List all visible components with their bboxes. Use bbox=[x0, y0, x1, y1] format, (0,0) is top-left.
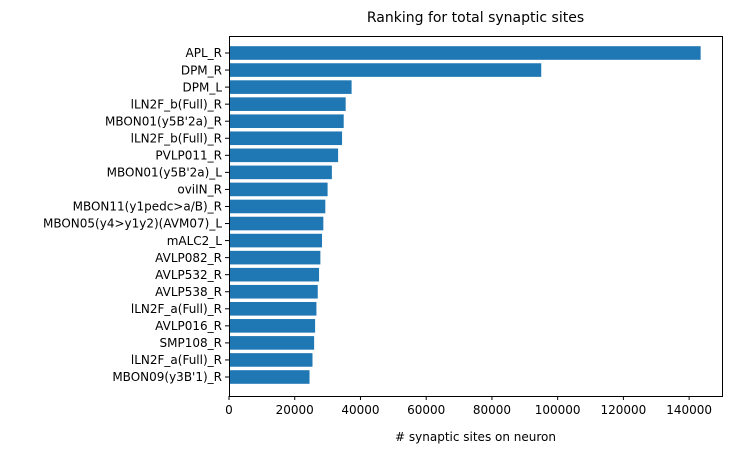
y-tick-label: DPM_L bbox=[182, 80, 222, 94]
bar bbox=[229, 165, 332, 180]
y-tick-label: AVLP016_R bbox=[155, 319, 222, 333]
x-tick-label: 80000 bbox=[473, 403, 511, 417]
x-tick-label: 100000 bbox=[535, 403, 581, 417]
bar bbox=[229, 182, 328, 197]
x-tick-label: 60000 bbox=[407, 403, 445, 417]
bar bbox=[229, 319, 316, 333]
plot-frame bbox=[229, 36, 723, 397]
y-tick-label: AVLP532_R bbox=[155, 268, 222, 282]
y-tick-label: lLN2F_a(Full)_R bbox=[131, 353, 222, 367]
x-tick-label: 140000 bbox=[666, 403, 712, 417]
y-tick-label: MBON09(y3B'1)_R bbox=[112, 370, 222, 384]
bar bbox=[229, 63, 542, 77]
x-tick-label: 120000 bbox=[600, 403, 646, 417]
y-tick-label: MBON01(y5B'2a)_R bbox=[105, 114, 222, 128]
bar bbox=[229, 301, 317, 316]
y-tick-label: lLN2F_a(Full)_R bbox=[131, 302, 222, 316]
chart-title: Ranking for total synaptic sites bbox=[367, 10, 584, 26]
bar bbox=[229, 46, 701, 60]
bar bbox=[229, 370, 310, 384]
y-tick-label: SMP108_R bbox=[160, 336, 222, 350]
x-axis-label: # synaptic sites on neuron bbox=[395, 430, 556, 444]
bar bbox=[229, 336, 315, 350]
bar bbox=[229, 353, 313, 367]
y-tick-label: lLN2F_b(Full)_R bbox=[131, 131, 222, 145]
bar bbox=[229, 216, 324, 231]
bar bbox=[229, 233, 323, 248]
x-tick-label: 0 bbox=[225, 403, 233, 417]
y-tick-label: MBON11(y1pedc>a/B)_R bbox=[73, 200, 222, 214]
x-tick-label: 20000 bbox=[276, 403, 314, 417]
bars-group bbox=[229, 46, 701, 384]
bar bbox=[229, 250, 321, 265]
y-tick-label: MBON01(y5B'2a)_L bbox=[107, 166, 223, 180]
y-axis-ticks: APL_R DPM_R DPM_L lLN2F_b(Full)_R MBON01(y5B… bbox=[43, 46, 229, 384]
x-tick-label: 40000 bbox=[341, 403, 379, 417]
x-axis-ticks: 0 20000 40000 60000 80000 100000 120000 140000 bbox=[225, 396, 712, 417]
y-tick-label: mALC2_L bbox=[167, 234, 223, 248]
bar bbox=[229, 267, 320, 282]
y-tick-label: lLN2F_b(Full)_R bbox=[131, 97, 222, 111]
bar bbox=[229, 97, 346, 111]
bar bbox=[229, 114, 344, 129]
y-tick-label: AVLP538_R bbox=[155, 285, 222, 299]
y-tick-label: AVLP082_R bbox=[155, 251, 222, 265]
bar bbox=[229, 131, 343, 146]
y-tick-label: DPM_R bbox=[181, 63, 222, 77]
bar bbox=[229, 284, 318, 299]
y-tick-label: MBON05(y4>y1y2)(AVM07)_L bbox=[43, 217, 222, 231]
y-tick-label: PVLP011_R bbox=[155, 149, 222, 163]
bar bbox=[229, 199, 326, 214]
y-tick-label: APL_R bbox=[186, 46, 222, 60]
y-tick-label: oviIN_R bbox=[177, 183, 222, 197]
bar bbox=[229, 148, 339, 163]
bar bbox=[229, 80, 352, 94]
